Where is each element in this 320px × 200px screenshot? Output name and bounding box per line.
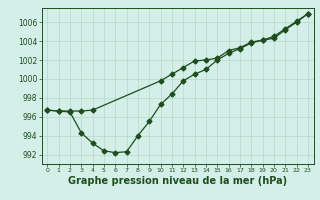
- X-axis label: Graphe pression niveau de la mer (hPa): Graphe pression niveau de la mer (hPa): [68, 176, 287, 186]
